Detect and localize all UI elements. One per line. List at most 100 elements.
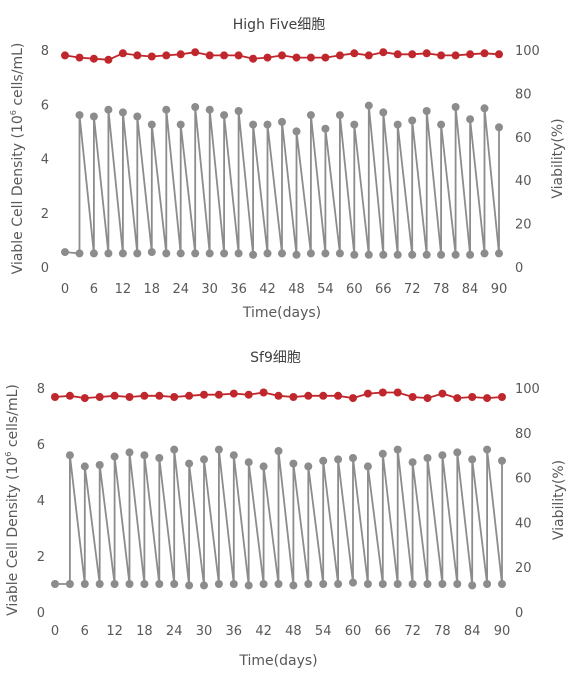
y-tick-label: 0 (37, 606, 45, 621)
density-point (155, 580, 164, 588)
density-point (335, 111, 344, 120)
y2-tick-label: 100 (515, 44, 540, 59)
density-point (244, 581, 253, 590)
viability-point (191, 48, 200, 57)
viability-point (162, 51, 171, 60)
density-point (350, 120, 359, 129)
y2-axis-label: Viability(%) (551, 460, 567, 540)
density-point (170, 445, 179, 454)
density-point (278, 249, 286, 258)
density-point (379, 250, 388, 259)
viability-point (437, 51, 446, 60)
density-point (468, 455, 477, 464)
density-point (229, 451, 238, 460)
density-point (289, 581, 298, 590)
x-tick-label: 84 (462, 282, 479, 297)
x-tick-label: 30 (196, 624, 213, 639)
x-tick-label: 12 (115, 282, 132, 297)
y2-tick-label: 60 (515, 131, 532, 146)
density-point (140, 451, 149, 460)
density-point (438, 580, 447, 588)
density-point (249, 250, 258, 259)
density-point (378, 580, 387, 588)
x-tick-label: 6 (81, 624, 89, 639)
viability-point (350, 49, 359, 58)
viability-point (125, 393, 134, 401)
y-tick-label: 0 (41, 261, 49, 276)
density-point (263, 120, 272, 129)
chart-title: High Five细胞 (233, 17, 325, 33)
density-point (170, 580, 179, 588)
density-point (125, 448, 134, 457)
density-point (51, 580, 59, 588)
viability-point (438, 389, 447, 398)
y-axis-label-post: cells/mL) (10, 43, 26, 110)
density-line (64, 105, 500, 255)
x-axis-label: Time(days) (238, 653, 317, 669)
density-point (480, 249, 489, 258)
x-tick-label: 54 (317, 282, 334, 297)
density-point (451, 250, 460, 259)
density-point (349, 454, 357, 462)
density-point (185, 459, 194, 468)
viability-point (453, 394, 462, 403)
density-point (422, 250, 431, 259)
viability-point (220, 51, 229, 60)
viability-point (321, 53, 330, 62)
density-point (75, 111, 84, 120)
viability-point (147, 52, 156, 61)
density-point (468, 581, 477, 590)
density-point (408, 458, 417, 467)
viability-point (234, 51, 243, 60)
density-point (95, 580, 104, 588)
density-point (423, 454, 432, 462)
density-point (140, 580, 149, 588)
density-point (89, 112, 98, 121)
viability-point (334, 391, 343, 400)
viability-point (451, 51, 460, 60)
density-point (263, 249, 272, 258)
x-tick-label: 36 (230, 282, 247, 297)
x-tick-label: 84 (464, 624, 481, 639)
density-point (110, 580, 119, 588)
y2-tick-label: 20 (515, 218, 532, 233)
density-point (61, 248, 69, 257)
viability-point (319, 391, 328, 400)
y-axis-label-sup: 6 (9, 110, 18, 115)
y-tick-label: 8 (41, 44, 49, 59)
x-axis-label: Time(days) (242, 305, 321, 321)
density-point (306, 249, 315, 258)
density-point (364, 101, 373, 110)
y2-tick-label: 0 (515, 261, 523, 276)
viability-point (65, 391, 74, 400)
density-point (498, 580, 506, 588)
density-point (110, 452, 119, 461)
y-axis-label: Viable Cell Density (106 cells/mL) (4, 384, 21, 616)
density-point (350, 250, 359, 259)
density-point (104, 105, 113, 114)
density-point (498, 456, 506, 465)
y-tick-label: 2 (37, 550, 45, 565)
y2-tick-label: 100 (515, 382, 540, 397)
viability-point (61, 51, 69, 60)
viability-point (480, 49, 489, 58)
x-tick-label: 12 (106, 624, 123, 639)
x-tick-label: 24 (172, 282, 189, 297)
y2-tick-label: 20 (515, 561, 532, 576)
viability-point (205, 51, 214, 60)
y-axis-label-sup: 6 (4, 452, 13, 457)
viability-point (110, 391, 119, 400)
y2-tick-label: 40 (515, 174, 532, 189)
viability-point (364, 51, 373, 60)
viability-point (249, 54, 258, 63)
viability-point (278, 51, 286, 60)
viability-point (379, 48, 388, 57)
viability-point (200, 390, 208, 399)
density-point (65, 580, 74, 588)
x-tick-label: 0 (51, 624, 59, 639)
viability-point (214, 390, 223, 399)
density-point (423, 580, 432, 588)
density-point (379, 108, 388, 117)
